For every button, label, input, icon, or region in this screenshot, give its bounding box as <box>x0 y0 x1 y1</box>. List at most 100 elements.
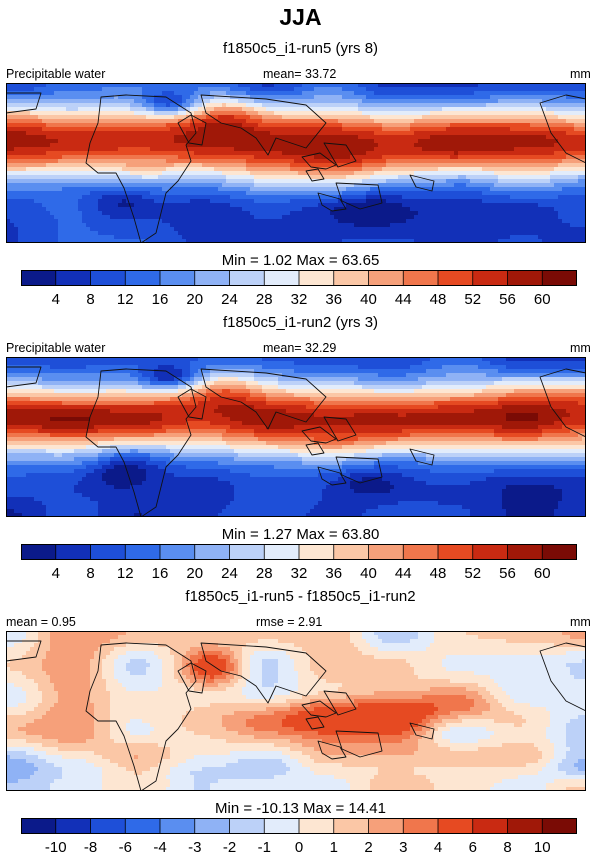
field-cell <box>6 755 11 760</box>
field-cell <box>506 393 586 398</box>
field-cell <box>350 481 391 486</box>
field-cell <box>498 175 551 180</box>
field-cell <box>278 639 351 644</box>
field-cell <box>354 413 399 418</box>
field-cell <box>234 663 239 668</box>
field-cell <box>362 99 499 104</box>
field-cell <box>310 509 367 514</box>
field-cell <box>414 477 487 482</box>
field-cell <box>234 651 243 656</box>
coastline <box>539 368 586 438</box>
field-cell <box>254 127 343 132</box>
field-cell <box>426 381 495 386</box>
field-cell <box>6 473 27 478</box>
field-cell <box>82 461 99 466</box>
field-cell <box>262 103 359 108</box>
field-cell <box>286 699 311 704</box>
field-cell <box>378 635 419 640</box>
colorbar-swatch <box>438 270 474 286</box>
field-cell <box>42 127 171 132</box>
field-cell <box>6 453 55 458</box>
coastline <box>539 642 586 712</box>
field-cell <box>190 123 207 128</box>
field-cell <box>458 175 467 180</box>
field-cell <box>98 505 227 510</box>
field-cell <box>38 639 51 644</box>
field-cell <box>54 779 103 784</box>
field-cell <box>466 175 499 180</box>
field-cell <box>414 751 543 756</box>
field-cell <box>370 643 431 648</box>
field-cell <box>282 115 371 120</box>
field-cell <box>38 429 99 434</box>
field-cell <box>446 127 511 132</box>
field-cell <box>182 671 191 676</box>
field-cell <box>390 481 427 486</box>
field-cell <box>262 385 279 390</box>
field-cell <box>6 103 131 108</box>
field-cell <box>442 659 583 664</box>
field-cell <box>274 711 299 716</box>
field-cell <box>46 207 79 212</box>
field-cell <box>6 461 83 466</box>
field-cell <box>138 381 151 386</box>
field-cell <box>246 397 267 402</box>
field-cell <box>494 783 547 788</box>
field-cell <box>26 691 43 696</box>
field-cell <box>446 373 487 378</box>
field-cell <box>426 481 471 486</box>
field-cell <box>90 667 103 672</box>
field-cell <box>38 381 139 386</box>
field-cell <box>250 211 291 216</box>
field-cell <box>54 683 91 688</box>
field-cell <box>434 787 491 791</box>
panel-3-colorbar <box>21 818 577 834</box>
field-cell <box>222 719 247 724</box>
field-cell <box>42 377 139 382</box>
field-cell <box>478 747 539 752</box>
field-cell <box>546 783 586 788</box>
field-cell <box>6 659 11 664</box>
field-cell <box>554 513 586 517</box>
field-cell <box>182 719 223 724</box>
colorbar-swatch <box>90 544 126 560</box>
field-cell <box>170 767 203 772</box>
field-cell <box>174 655 183 660</box>
field-cell <box>246 723 283 728</box>
field-cell <box>142 719 183 724</box>
field-cell <box>150 731 195 736</box>
field-cell <box>434 711 451 716</box>
field-cell <box>478 83 586 88</box>
field-cell <box>234 655 243 660</box>
colorbar-tick-label: 48 <box>429 565 447 582</box>
field-cell <box>146 107 155 112</box>
field-cell <box>430 469 495 474</box>
field-cell <box>46 123 167 128</box>
field-cell <box>542 429 571 434</box>
field-cell <box>466 687 487 692</box>
field-cell <box>438 727 451 732</box>
field-cell <box>310 699 355 704</box>
colorbar-border <box>21 818 577 834</box>
field-cell <box>166 103 171 108</box>
field-cell <box>74 469 95 474</box>
field-cell <box>230 671 239 676</box>
field-cell <box>230 679 239 684</box>
field-cell <box>178 763 227 768</box>
field-cell <box>366 195 403 200</box>
field-cell <box>370 783 435 788</box>
map-frame <box>6 357 586 517</box>
field-cell <box>338 219 407 224</box>
field-cell <box>346 779 371 784</box>
field-cell <box>110 731 131 736</box>
field-cell <box>110 457 151 462</box>
field-cell <box>230 501 319 506</box>
field-cell <box>550 405 586 410</box>
field-cell <box>6 373 131 378</box>
field-cell <box>546 135 586 140</box>
colorbar-tick-label: 6 <box>468 839 477 856</box>
field-cell <box>102 659 115 664</box>
field-cell <box>298 679 327 684</box>
field-cell <box>426 457 586 462</box>
field-cell <box>254 377 279 382</box>
